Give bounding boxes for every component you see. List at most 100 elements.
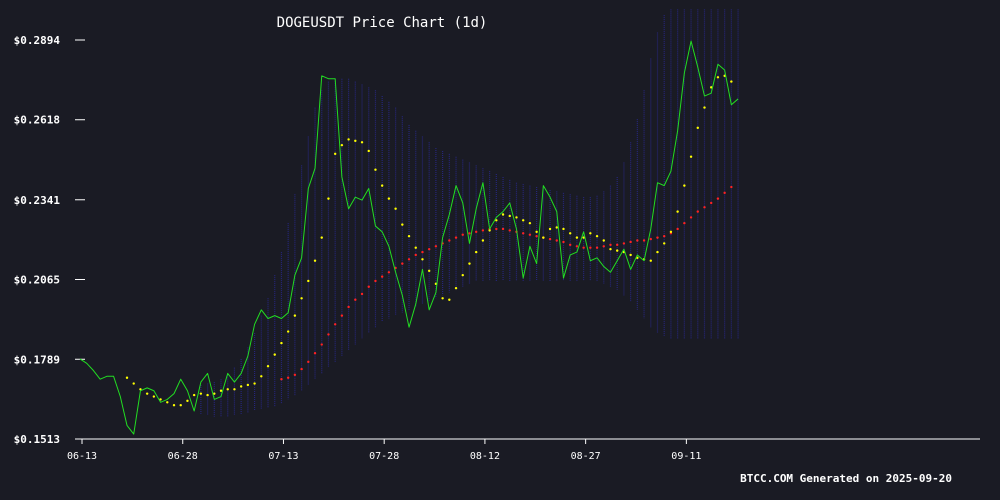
- fast-ma-point: [219, 389, 223, 392]
- slow-ma-point: [434, 245, 438, 248]
- slow-ma-point: [320, 343, 323, 346]
- slow-ma-point: [649, 237, 652, 241]
- fast-ma-point: [159, 398, 162, 401]
- fast-ma-point: [474, 250, 478, 254]
- fast-ma-point: [441, 297, 444, 300]
- fast-ma-point: [374, 168, 377, 171]
- axis-layer: $0.1513 $0.1789 $0.2065 $0.2341 $0.2618 $0.28…: [14, 34, 980, 462]
- fast-ma-point: [521, 219, 525, 222]
- fast-ma-point: [609, 247, 612, 251]
- slow-ma-point: [602, 245, 605, 248]
- fast-ma-point: [226, 388, 229, 391]
- fast-ma-point: [696, 126, 699, 130]
- fast-ma-point: [199, 392, 203, 395]
- slow-ma-point: [360, 292, 364, 296]
- slow-ma-point: [589, 246, 592, 249]
- fast-ma-point: [125, 376, 129, 379]
- y-tick-label: $0.1513: [14, 433, 60, 446]
- fast-ma-point: [454, 286, 458, 290]
- slow-ma-point: [703, 206, 706, 209]
- fast-ma-point: [246, 383, 250, 387]
- slow-ma-point: [562, 240, 565, 244]
- fast-ma-point: [495, 219, 498, 222]
- slow-ma-point: [300, 367, 303, 371]
- fast-ma-point: [145, 392, 149, 395]
- fast-ma-point: [179, 403, 182, 407]
- slow-ma-point: [548, 237, 552, 241]
- y-tick-label: $0.2894: [14, 34, 61, 47]
- fast-ma-point: [582, 236, 585, 239]
- fast-ma-point: [192, 393, 196, 397]
- slow-ma-point: [454, 236, 458, 239]
- x-tick-label: 06-28: [168, 451, 198, 462]
- slow-ma-point: [354, 298, 357, 301]
- fast-ma-point: [562, 227, 565, 231]
- fast-ma-point: [656, 250, 659, 254]
- chart-title: DOGEUSDT Price Chart (1d): [277, 15, 488, 31]
- fast-ma-point: [206, 393, 209, 397]
- fast-ma-point: [233, 388, 236, 391]
- slow-ma-point: [387, 271, 391, 274]
- slow-ma-point: [636, 239, 639, 242]
- fast-ma-point: [488, 229, 491, 232]
- footer-text: BTCC.COM Generated on 2025-09-20: [740, 472, 952, 485]
- slow-ma-point: [716, 197, 720, 200]
- fast-ma-point: [448, 298, 451, 301]
- slow-ma-point: [629, 240, 632, 244]
- slow-ma-point: [696, 210, 699, 213]
- slow-ma-point: [374, 279, 377, 283]
- fast-ma-layer: [125, 74, 733, 407]
- fast-ma-point: [213, 392, 216, 395]
- fast-ma-point: [340, 143, 344, 147]
- fast-ma-point: [468, 262, 471, 265]
- fast-ma-point: [575, 236, 579, 239]
- y-tick-label: $0.2618: [14, 114, 60, 127]
- fast-ma-point: [260, 375, 263, 378]
- fast-ma-point: [401, 223, 404, 226]
- slow-ma-point: [421, 250, 424, 254]
- fast-ma-point: [152, 395, 156, 398]
- slow-ma-point: [461, 233, 464, 236]
- fast-ma-point: [542, 236, 545, 239]
- y-tick-label: $0.2065: [14, 274, 60, 287]
- slow-ma-point: [642, 239, 646, 242]
- fast-ma-point: [421, 258, 424, 261]
- fast-ma-point: [293, 314, 297, 317]
- slow-ma-point: [501, 227, 505, 231]
- slow-ma-point: [723, 191, 726, 195]
- slow-ma-point: [414, 253, 417, 257]
- fast-ma-point: [139, 388, 142, 391]
- fast-ma-point: [528, 221, 532, 225]
- fast-ma-point: [501, 213, 505, 216]
- slow-ma-point: [481, 229, 485, 232]
- fast-ma-point: [172, 403, 176, 407]
- fast-ma-point: [703, 106, 706, 109]
- slow-ma-point: [333, 323, 337, 326]
- slow-ma-point: [286, 376, 290, 379]
- fast-ma-point: [166, 401, 169, 404]
- fast-ma-point: [407, 234, 411, 238]
- slow-ma-point: [280, 377, 283, 381]
- fast-ma-point: [327, 197, 330, 200]
- fast-ma-point: [663, 242, 666, 245]
- fast-ma-point: [414, 246, 417, 249]
- fast-ma-point: [676, 210, 679, 213]
- fast-ma-point: [589, 232, 592, 235]
- slow-ma-point: [407, 258, 411, 261]
- y-tick-label: $0.1789: [14, 353, 60, 366]
- fast-ma-point: [508, 214, 511, 218]
- fast-ma-point: [548, 227, 552, 231]
- slow-ma-point: [293, 373, 297, 377]
- price-line-layer: [79, 40, 739, 435]
- slow-ma-point: [521, 232, 525, 235]
- fast-ma-point: [568, 232, 572, 235]
- fast-ma-point: [595, 234, 599, 238]
- fast-ma-point: [683, 184, 686, 187]
- fast-ma-point: [481, 239, 485, 242]
- slow-ma-point: [340, 314, 344, 317]
- slow-ma-point: [609, 243, 612, 247]
- slow-ma-point: [730, 185, 733, 189]
- fast-ma-point: [716, 76, 720, 79]
